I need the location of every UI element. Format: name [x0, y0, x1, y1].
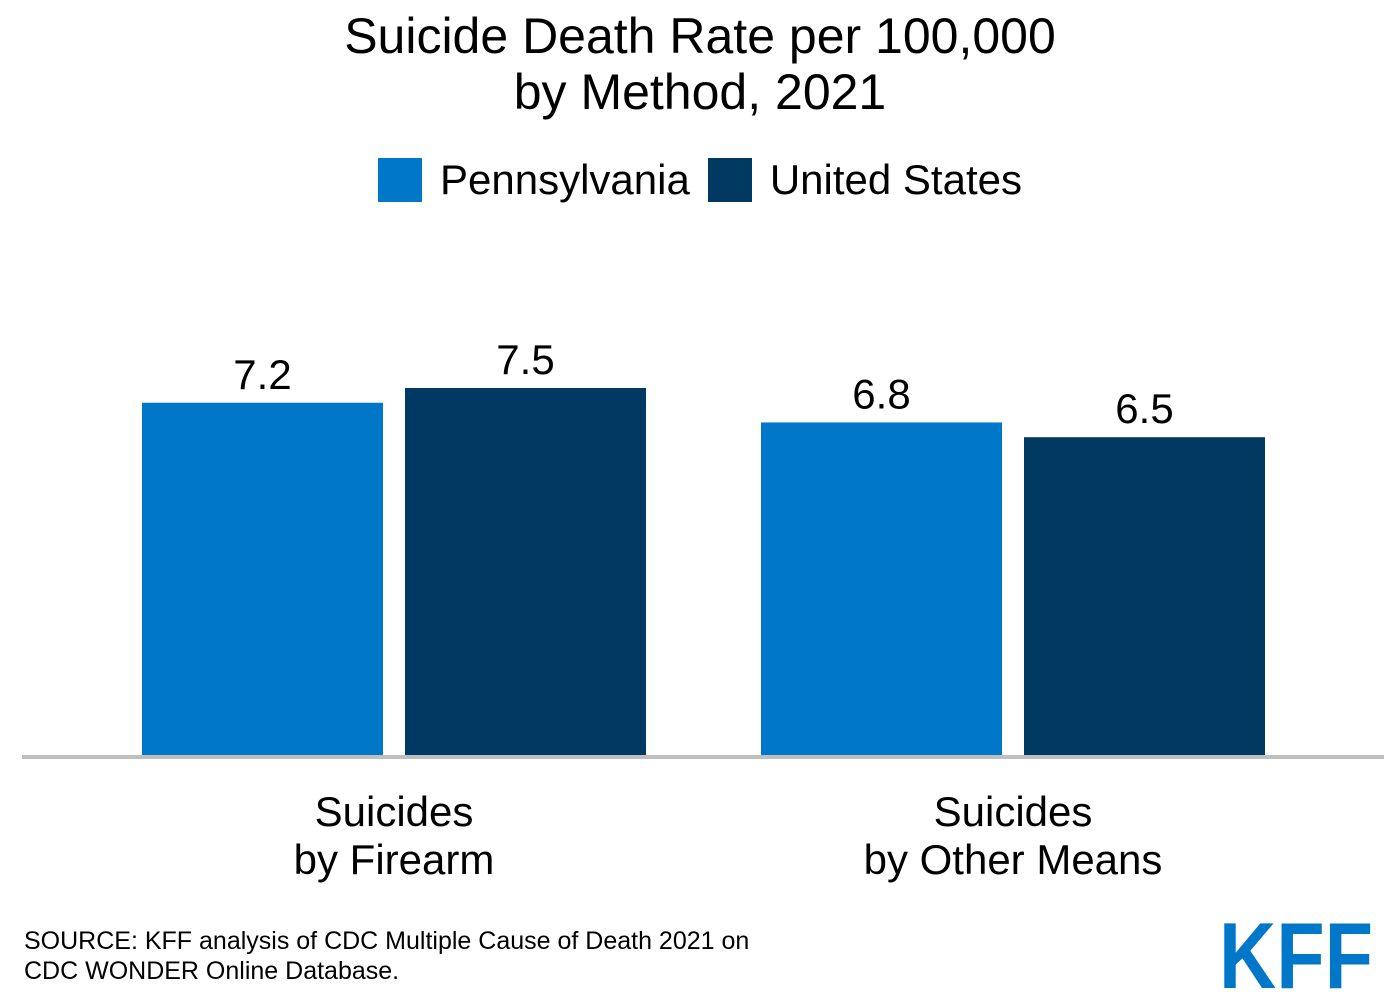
category-label-2-line-2: by Other Means	[864, 836, 1163, 883]
legend-swatch-pennsylvania	[378, 158, 422, 202]
legend-item-united-states: United States	[707, 156, 1022, 204]
data-label-united-states-2: 6.5	[1115, 385, 1173, 432]
chart-legend: Pennsylvania United States	[0, 156, 1400, 204]
kff-logo-text: KFF	[1219, 918, 1373, 992]
bar-pennsylvania-2	[761, 422, 1002, 757]
legend-item-pennsylvania: Pennsylvania	[378, 156, 690, 204]
data-label-pennsylvania-1: 7.2	[233, 351, 291, 398]
source-line-2: CDC WONDER Online Database.	[24, 957, 400, 985]
chart-title-line-2: by Method, 2021	[513, 64, 887, 120]
kff-logo: KFF	[1219, 918, 1373, 992]
chart-title: Suicide Death Rate per 100,000 by Method…	[0, 8, 1400, 120]
category-label-1-line-2: by Firearm	[294, 836, 495, 883]
bar-pennsylvania-1	[142, 402, 383, 757]
legend-label-united-states: United States	[769, 156, 1022, 203]
legend-swatch-united-states	[707, 158, 752, 202]
category-label-1-line-1: Suicides	[315, 788, 474, 835]
source-line-1: SOURCE: KFF analysis of CDC Multiple Cau…	[24, 927, 750, 955]
source-note: SOURCE: KFF analysis of CDC Multiple Cau…	[24, 926, 749, 986]
chart-title-line-1: Suicide Death Rate per 100,000	[344, 8, 1056, 64]
bar-united-states-1	[405, 388, 646, 757]
data-label-pennsylvania-2: 6.8	[852, 370, 910, 417]
data-label-united-states-1: 7.5	[496, 336, 554, 383]
category-label-2-line-1: Suicides	[934, 788, 1093, 835]
legend-label-pennsylvania: Pennsylvania	[440, 156, 690, 203]
bar-united-states-2	[1024, 437, 1265, 757]
